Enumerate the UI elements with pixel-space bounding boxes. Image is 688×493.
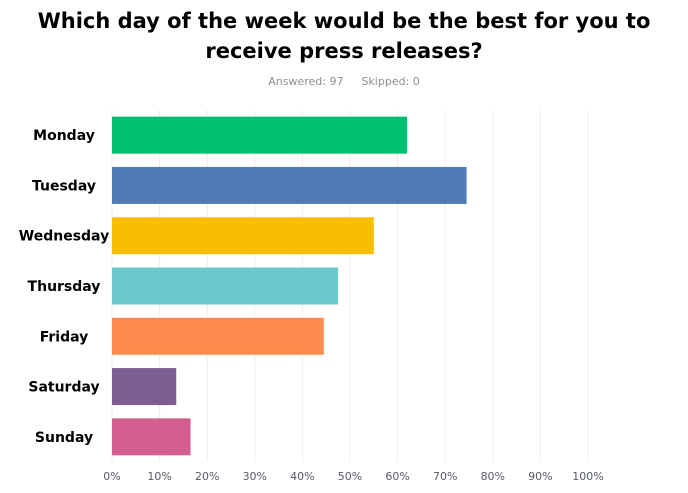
category-label-friday: Friday (40, 329, 89, 345)
x-tick-label: 20% (195, 470, 219, 483)
x-tick-label: 100% (572, 470, 603, 483)
x-tick-label: 10% (147, 470, 171, 483)
category-label-sunday: Sunday (35, 430, 93, 446)
bar-wednesday (112, 217, 374, 255)
bars (112, 116, 467, 456)
title-line-1: Which day of the week would be the best … (37, 9, 651, 33)
bar-monday (112, 116, 408, 154)
x-axis-tick-labels: 0% 10% 20% 30% 40% 50% 60% 70% 80% 90% 100% (103, 470, 603, 483)
bar-sunday (112, 418, 191, 456)
category-label-wednesday: Wednesday (19, 229, 109, 245)
response-stats: Answered: 97 Skipped: 0 (0, 75, 688, 88)
category-label-monday: Monday (33, 128, 95, 144)
x-tick-label: 0% (103, 470, 120, 483)
skipped-count: Skipped: 0 (361, 75, 420, 88)
bar-tuesday (112, 166, 467, 204)
x-tick-label: 80% (481, 470, 505, 483)
chart-title: Which day of the week would be the best … (0, 6, 688, 66)
x-tick-label: 70% (433, 470, 457, 483)
x-tick-label: 50% (338, 470, 362, 483)
title-line-2: receive press releases? (205, 39, 483, 63)
category-label-thursday: Thursday (28, 279, 101, 295)
x-tick-label: 40% (290, 470, 314, 483)
bar-friday (112, 317, 324, 355)
answered-count: Answered: 97 (268, 75, 344, 88)
x-tick-label: 90% (528, 470, 552, 483)
bar-saturday (112, 368, 177, 406)
x-tick-label: 30% (243, 470, 267, 483)
x-tick-label: 60% (385, 470, 409, 483)
category-labels: Monday Tuesday Wednesday Thursday Friday Satu… (19, 128, 109, 446)
bar-thursday (112, 267, 339, 305)
category-label-saturday: Saturday (28, 380, 99, 396)
category-label-tuesday: Tuesday (32, 178, 96, 194)
